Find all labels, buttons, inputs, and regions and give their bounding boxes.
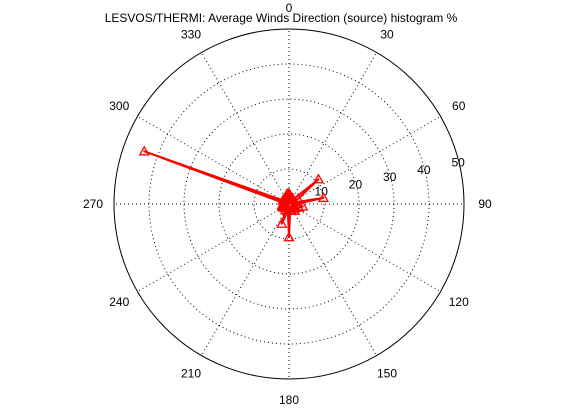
data-point-marker	[138, 145, 150, 156]
data-series	[138, 145, 330, 242]
radial-tick-30: 30	[383, 170, 397, 184]
angle-tick-270: 270	[83, 197, 103, 211]
angle-tick-330: 330	[181, 27, 201, 41]
spoke-240	[137, 203, 290, 292]
angle-tick-0: 0	[286, 1, 293, 15]
angle-tick-30: 30	[380, 27, 394, 41]
spoke-30	[288, 52, 377, 205]
polar-grid	[113, 28, 465, 380]
radial-tick-50: 50	[451, 156, 465, 170]
spoke-210	[201, 203, 290, 356]
tick-labels: 0306090120150180210240270300330102030405…	[83, 1, 492, 407]
angle-tick-120: 120	[449, 295, 469, 309]
outer-ring	[113, 28, 465, 380]
ring-10	[253, 168, 325, 240]
angle-tick-180: 180	[279, 393, 299, 407]
data-point-marker	[283, 187, 295, 198]
data-point-marker	[283, 231, 295, 242]
data-point-marker	[312, 173, 325, 184]
chart-title: LESVOS/THERMI: Average Winds Direction (…	[105, 11, 458, 25]
spoke-120	[288, 203, 441, 292]
spoke-300	[137, 116, 290, 205]
ring-40	[148, 63, 430, 345]
series-line-0	[143, 150, 325, 239]
angle-tick-90: 90	[478, 197, 492, 211]
angle-tick-150: 150	[377, 367, 397, 381]
spoke-60	[288, 116, 441, 205]
ring-30	[183, 98, 395, 310]
angle-tick-60: 60	[452, 99, 466, 113]
angle-tick-300: 300	[109, 99, 129, 113]
angle-tick-240: 240	[109, 295, 129, 309]
data-point-marker	[317, 192, 330, 203]
data-point-marker	[276, 217, 288, 228]
angle-tick-210: 210	[181, 367, 201, 381]
ring-20	[218, 133, 360, 275]
spoke-150	[288, 203, 377, 356]
spoke-330	[201, 52, 290, 205]
radial-tick-40: 40	[417, 163, 431, 177]
radial-tick-20: 20	[349, 177, 363, 191]
